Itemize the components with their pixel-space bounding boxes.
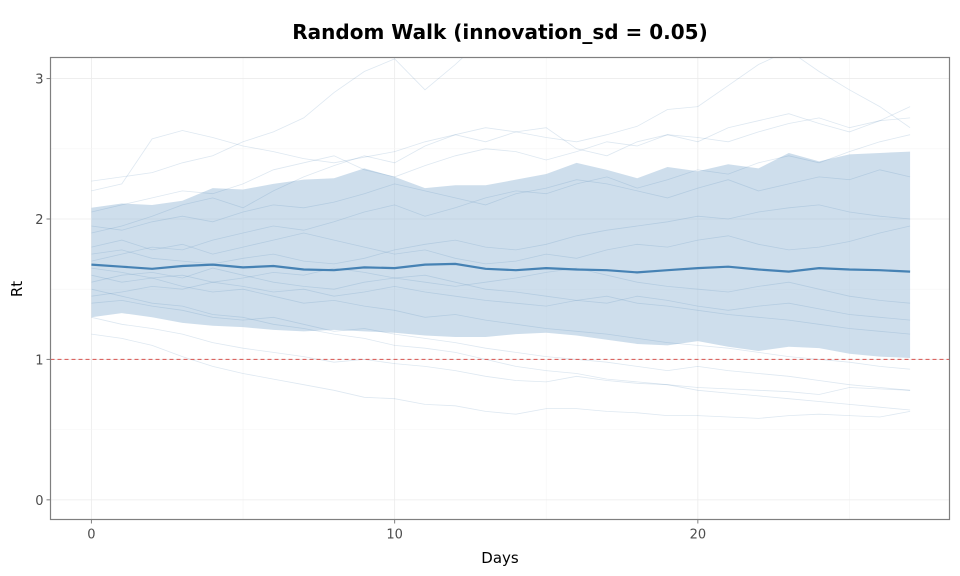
walk-line (91, 58, 463, 182)
walk-line (91, 134, 911, 262)
walk-line (91, 267, 911, 321)
walk-line (91, 225, 911, 265)
walk-line (91, 316, 911, 395)
panel-border (49, 56, 951, 521)
credible-interval-band (91, 151, 911, 359)
x-axis-label: Days (481, 549, 519, 567)
y-tick-label: 1 (35, 353, 43, 368)
walk-line (91, 204, 911, 265)
walk-line (91, 113, 911, 213)
walk-line (91, 267, 911, 304)
median-line (91, 262, 911, 274)
walk-line (91, 299, 911, 391)
walk-line (91, 58, 911, 192)
y-tick-label: 3 (35, 73, 43, 88)
plot-area (51, 58, 949, 419)
y-axis-label: Rt (8, 281, 26, 297)
chart-title: Random Walk (innovation_sd = 0.05) (292, 20, 708, 44)
y-tick-label: 0 (35, 494, 43, 509)
x-tick-label: 10 (386, 528, 403, 543)
walk-line (91, 288, 911, 411)
y-tick-label: 2 (35, 213, 43, 228)
walk-line (91, 169, 911, 231)
walk-line (91, 267, 911, 335)
x-tick-label: 20 (690, 528, 707, 543)
x-tick-label: 0 (87, 528, 95, 543)
walk-line (91, 106, 911, 234)
walk-line (91, 274, 911, 370)
walk-line (91, 333, 911, 419)
axes: 0 10 20 0 1 2 3 (35, 73, 706, 543)
